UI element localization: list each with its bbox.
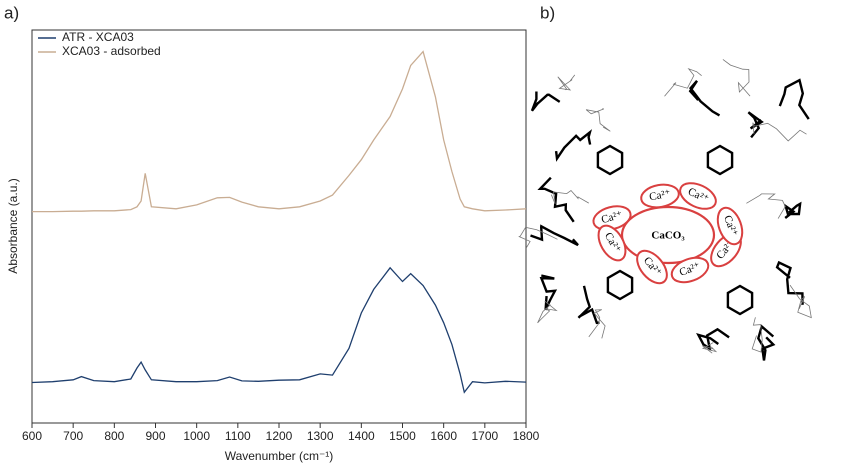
cation-shell — [670, 256, 710, 284]
cation-shell — [679, 182, 717, 210]
bond — [577, 285, 600, 325]
bond — [701, 342, 718, 354]
bond — [664, 67, 702, 97]
bond — [757, 324, 776, 361]
carbonate-core — [620, 205, 716, 265]
molecule-skeleton — [518, 59, 812, 361]
aromatic-ring — [726, 284, 754, 316]
legend-label: XCA03 - adsorbed — [62, 44, 161, 58]
bond — [588, 309, 606, 339]
panel-label: a) — [4, 3, 19, 22]
bond — [539, 274, 558, 311]
bond — [550, 189, 589, 205]
x-axis-label: Wavenumber (cm⁻¹) — [225, 449, 334, 463]
aromatic-ring — [706, 144, 734, 176]
bond — [530, 224, 579, 247]
bond — [518, 226, 558, 249]
bond — [746, 193, 786, 219]
aromatic-ring — [606, 269, 634, 301]
bond — [585, 108, 611, 132]
core-label: CaCO₃ — [651, 230, 685, 242]
bond — [783, 201, 802, 219]
x-tick-label: 800 — [104, 429, 124, 443]
x-tick-label: 1100 — [225, 429, 251, 443]
x-tick-label: 1700 — [471, 429, 498, 443]
x-tick-label: 1000 — [183, 429, 210, 443]
bond — [722, 59, 751, 97]
bond — [537, 300, 558, 324]
x-tick-label: 1500 — [389, 429, 416, 443]
bond — [752, 122, 807, 142]
series-line — [31, 266, 527, 394]
x-tick-label: 1800 — [513, 429, 540, 443]
bond — [747, 111, 764, 139]
x-tick-label: 1400 — [348, 429, 375, 443]
bond — [778, 78, 810, 120]
cation-label: Ca²⁺ — [600, 209, 624, 226]
x-tick-label: 1600 — [430, 429, 457, 443]
series-line — [32, 50, 527, 213]
aromatic-ring — [596, 144, 624, 176]
cation-shell — [716, 206, 744, 246]
x-tick-label: 1200 — [266, 429, 293, 443]
legend-label: ATR - XCA03 — [62, 30, 134, 44]
x-tick-label: 1300 — [307, 429, 334, 443]
panel-label: b) — [540, 3, 555, 22]
cation-shell — [597, 224, 627, 262]
x-tick-label: 900 — [145, 429, 165, 443]
y-axis-label: Absorbance (a.u.) — [6, 178, 20, 273]
cation-shell — [636, 249, 668, 285]
bond — [530, 91, 561, 112]
bond — [537, 176, 575, 223]
cation-shell — [640, 183, 680, 209]
bond — [554, 129, 593, 162]
bond — [557, 74, 576, 91]
bond — [751, 317, 763, 353]
x-tick-label: 600 — [22, 429, 42, 443]
bond — [775, 260, 804, 305]
plot-frame — [31, 29, 527, 424]
bond — [688, 80, 721, 117]
cation-label: Ca²⁺ — [648, 188, 671, 204]
x-tick-label: 700 — [63, 429, 83, 443]
bond — [789, 284, 812, 319]
